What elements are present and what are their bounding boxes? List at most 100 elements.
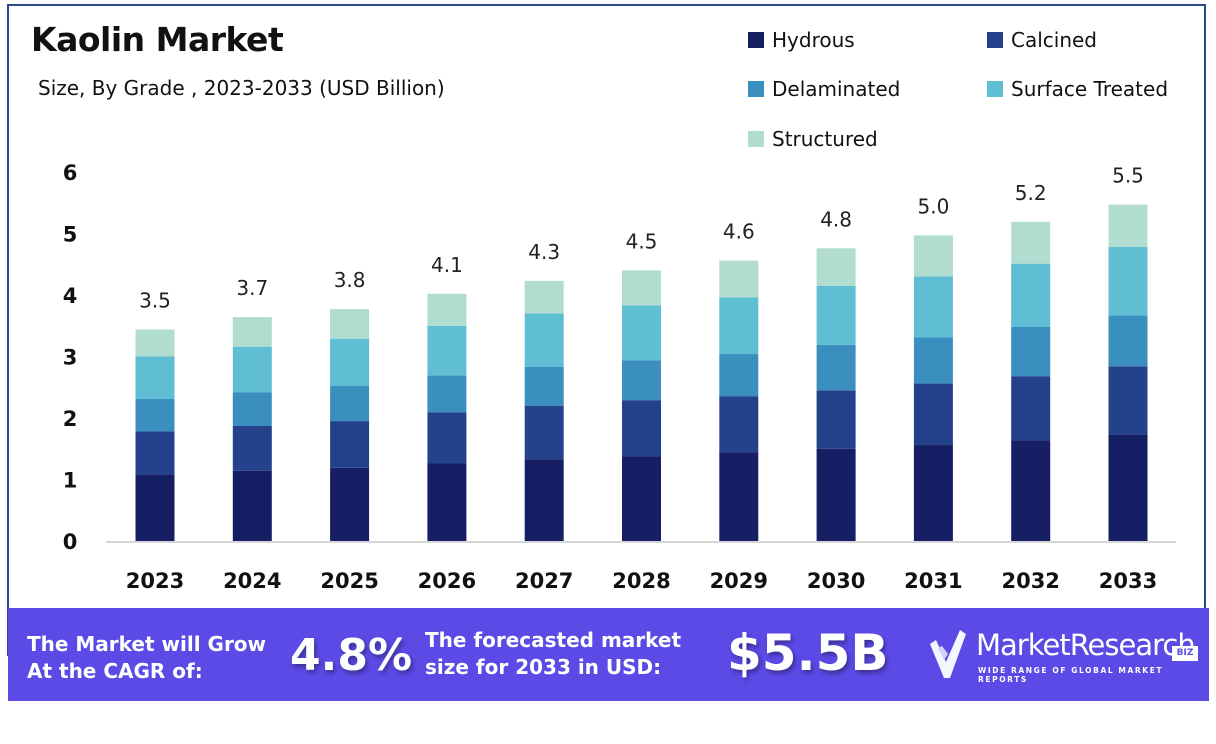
bar-segment-structured bbox=[427, 293, 467, 326]
bar-segment-surface-treated bbox=[330, 338, 370, 387]
total-data-label: 4.3 bbox=[528, 240, 560, 264]
bar-segment-calcined bbox=[719, 396, 759, 453]
x-tick-label: 2025 bbox=[320, 569, 378, 593]
bar-segment-calcined bbox=[1011, 376, 1051, 441]
bar-segment-calcined bbox=[816, 390, 856, 449]
legend-swatch bbox=[748, 32, 764, 48]
bar-segment-structured bbox=[816, 248, 856, 286]
legend-item: Surface Treated bbox=[987, 77, 1168, 101]
bar-segment-surface-treated bbox=[719, 297, 759, 355]
bar-segment-surface-treated bbox=[1108, 247, 1148, 316]
total-data-label: 5.5 bbox=[1112, 164, 1144, 188]
bar-segment-hydrous bbox=[719, 452, 759, 541]
chart-frame bbox=[7, 4, 1206, 656]
x-tick-label: 2029 bbox=[710, 569, 768, 593]
bar-segment-delaminated bbox=[1108, 315, 1148, 367]
y-tick-label: 5 bbox=[63, 223, 78, 247]
x-tick-label: 2023 bbox=[126, 569, 184, 593]
bar-segment-delaminated bbox=[816, 344, 856, 391]
bar-segment-delaminated bbox=[913, 337, 953, 384]
legend-item: Hydrous bbox=[748, 28, 855, 52]
bar-segment-hydrous bbox=[330, 467, 370, 541]
bar-segment-delaminated bbox=[135, 398, 175, 432]
legend-item: Delaminated bbox=[748, 77, 900, 101]
bar-segment-surface-treated bbox=[524, 313, 564, 367]
bar-segment-surface-treated bbox=[232, 346, 272, 393]
legend-swatch bbox=[987, 81, 1003, 97]
bar-segment-delaminated bbox=[1011, 326, 1051, 377]
legend-label: Delaminated bbox=[772, 77, 901, 101]
bar-segment-surface-treated bbox=[622, 305, 661, 361]
bar-segment-structured bbox=[1011, 221, 1051, 264]
bar-segment-structured bbox=[913, 235, 953, 277]
total-data-label: 3.7 bbox=[236, 276, 268, 300]
y-tick-label: 2 bbox=[63, 407, 78, 431]
y-tick-label: 1 bbox=[63, 469, 78, 493]
bar-segment-hydrous bbox=[622, 456, 661, 541]
legend-label: Hydrous bbox=[772, 28, 855, 52]
cagr-label-line2: At the CAGR of: bbox=[27, 659, 203, 683]
bar-segment-structured bbox=[719, 260, 759, 298]
legend-label: Calcined bbox=[1011, 28, 1098, 52]
bar-segment-calcined bbox=[913, 383, 953, 446]
x-tick-label: 2027 bbox=[515, 569, 573, 593]
legend-swatch bbox=[748, 131, 764, 147]
bar-segment-hydrous bbox=[913, 445, 953, 541]
x-tick-label: 2030 bbox=[807, 569, 865, 593]
y-tick-label: 4 bbox=[63, 284, 78, 308]
total-data-label: 4.1 bbox=[431, 253, 463, 277]
bar-segment-delaminated bbox=[232, 392, 272, 426]
legend-swatch bbox=[987, 32, 1003, 48]
bar-segment-surface-treated bbox=[427, 325, 467, 376]
x-tick-label: 2031 bbox=[904, 569, 962, 593]
total-data-label: 5.0 bbox=[917, 194, 949, 218]
bar-segment-structured bbox=[232, 317, 272, 347]
bar-segment-structured bbox=[1108, 204, 1148, 248]
x-tick-label: 2026 bbox=[418, 569, 476, 593]
checkmark-shield-icon bbox=[930, 630, 966, 678]
bar-segment-structured bbox=[135, 329, 175, 357]
stacked-bar-chart: 0 1 2 3 4 5 6 3.5 2023 3.7 2024 3.8 2025 4.1 2026 4.3 20… bbox=[63, 161, 1176, 593]
bar-segment-structured bbox=[524, 280, 564, 314]
legend-label: Structured bbox=[772, 127, 878, 151]
legend-item: Structured bbox=[748, 127, 878, 151]
summary-banner bbox=[8, 608, 1209, 701]
y-tick-label: 6 bbox=[63, 161, 78, 185]
cagr-value: 4.8% bbox=[290, 630, 413, 681]
legend-label: Surface Treated bbox=[1011, 77, 1169, 101]
logo-badge: BIZ bbox=[1172, 646, 1198, 661]
bar-segment-hydrous bbox=[135, 474, 175, 541]
total-data-label: 3.8 bbox=[334, 268, 366, 292]
x-tick-label: 2024 bbox=[223, 569, 281, 593]
total-data-label: 4.6 bbox=[723, 220, 755, 244]
legend-item: Calcined bbox=[987, 28, 1097, 52]
bar-segment-hydrous bbox=[427, 463, 467, 541]
bar-segment-surface-treated bbox=[816, 285, 856, 345]
chart-title: Kaolin Market bbox=[31, 20, 284, 59]
bar-segment-calcined bbox=[524, 405, 564, 460]
legend-swatch bbox=[748, 81, 764, 97]
logo-name: MarketResearch bbox=[976, 628, 1196, 662]
x-tick-label: 2028 bbox=[612, 569, 670, 593]
bar-segment-delaminated bbox=[622, 360, 661, 401]
forecast-label: The forecasted market size for 2033 in U… bbox=[425, 627, 681, 681]
total-data-label: 3.5 bbox=[139, 288, 171, 312]
forecast-label-line1: The forecasted market bbox=[425, 628, 682, 652]
bar-segment-delaminated bbox=[524, 366, 564, 406]
bar-segment-hydrous bbox=[1108, 434, 1148, 541]
bar-segment-surface-treated bbox=[135, 356, 175, 399]
bar-segment-calcined bbox=[622, 400, 661, 457]
logo-tagline: WIDE RANGE OF GLOBAL MARKET REPORTS bbox=[978, 666, 1164, 684]
x-tick-label: 2033 bbox=[1099, 569, 1157, 593]
bar-segment-calcined bbox=[427, 412, 467, 464]
bar-segment-calcined bbox=[330, 421, 370, 468]
bar-segment-calcined bbox=[135, 431, 175, 475]
bar-segment-delaminated bbox=[427, 375, 467, 413]
y-tick-label: 3 bbox=[63, 346, 78, 370]
bar-segment-calcined bbox=[232, 425, 272, 471]
bar-segment-structured bbox=[622, 270, 661, 306]
bar-segment-hydrous bbox=[816, 448, 856, 541]
bar-segment-hydrous bbox=[232, 470, 272, 541]
bar-segment-surface-treated bbox=[913, 276, 953, 338]
bar-segment-surface-treated bbox=[1011, 263, 1051, 327]
